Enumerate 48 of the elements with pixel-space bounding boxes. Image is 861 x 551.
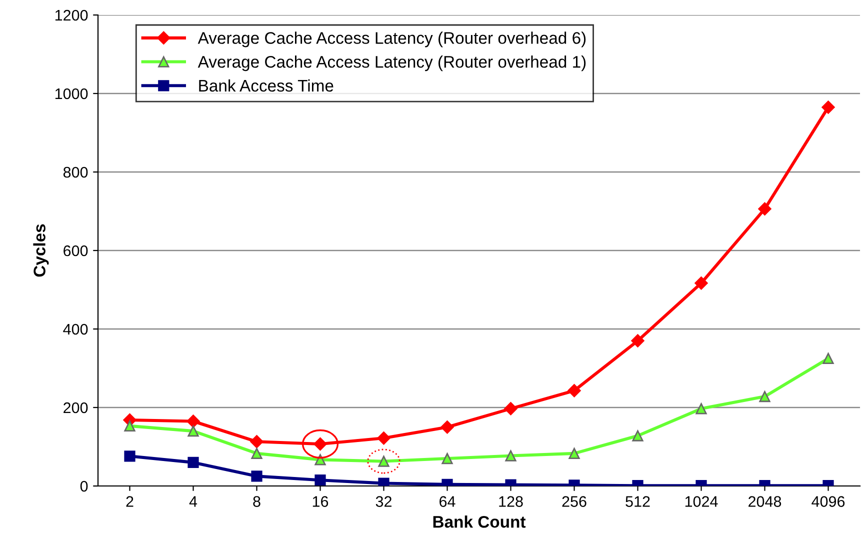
x-tick-label: 32: [376, 496, 392, 507]
y-tick-label: 600: [64, 245, 88, 256]
point: [440, 420, 454, 434]
point: [694, 276, 708, 290]
point: [822, 352, 834, 364]
x-tick-label: 256: [562, 496, 586, 507]
y-tick-label: 200: [64, 402, 88, 414]
x-tick-label: 2048: [748, 496, 782, 507]
point: [188, 456, 199, 468]
point: [186, 414, 200, 428]
x-tick-label: 1024: [685, 496, 718, 507]
x-tick-label: 2: [126, 496, 134, 507]
legend-label: Bank Access Time: [199, 79, 334, 92]
point: [631, 334, 644, 348]
legend-label: Average Cache Access Latency (Router overhead 1): [198, 56, 586, 72]
x-tick-label: 8: [253, 496, 260, 507]
point: [632, 430, 644, 442]
y-tick-label: 1000: [55, 88, 88, 100]
y-tick-label: 0: [80, 480, 88, 492]
x-tick-label: 16: [312, 496, 328, 507]
x-tick-label: 128: [499, 496, 523, 507]
point: [250, 435, 264, 448]
x-axis-title: Bank Count: [433, 516, 526, 528]
y-tick-label: 800: [63, 166, 88, 178]
point: [759, 390, 770, 402]
point: [822, 100, 835, 114]
point: [758, 202, 772, 216]
point: [442, 452, 453, 464]
x-tick-label: 64: [440, 496, 456, 507]
point: [568, 448, 580, 459]
point: [504, 402, 518, 416]
y-tick-label: 400: [63, 324, 88, 335]
y-tick-label: 1200: [55, 10, 88, 21]
point: [124, 450, 136, 462]
point: [696, 403, 707, 414]
point: [568, 384, 581, 398]
point: [251, 470, 262, 482]
point: [314, 474, 326, 486]
x-tick-label: 4096: [812, 496, 845, 507]
y-axis-title: Cycles: [33, 224, 49, 277]
x-tick-label: 4: [189, 496, 198, 507]
point: [505, 450, 516, 462]
point: [251, 448, 262, 459]
point: [124, 420, 136, 432]
legend-label: Average Cache Access Latency (Router overhead 6): [198, 32, 586, 48]
point: [377, 432, 390, 445]
x-tick-label: 512: [626, 496, 650, 507]
point: [188, 425, 199, 437]
